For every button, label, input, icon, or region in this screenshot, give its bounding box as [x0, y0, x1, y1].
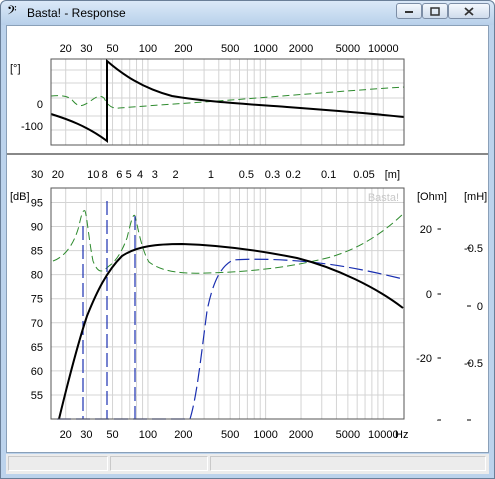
response-freq-tick: 200: [174, 429, 192, 441]
mh-tick: 0: [477, 301, 483, 313]
ohm-tick-labels: 20 0 -20: [416, 188, 441, 421]
response-plot: [m] 30 20 10 8 6 5 4 3 2 1 0.5 0.3 0.2 0.1 0.05 [dB] […: [10, 169, 487, 441]
wavelength-tick: 20: [52, 169, 64, 181]
wavelength-tick: 2: [172, 169, 178, 181]
close-icon: [449, 4, 489, 18]
phase-freq-tick: 50: [106, 43, 118, 55]
wavelength-tick: 5: [126, 169, 132, 181]
response-freq-tick: 100: [139, 429, 157, 441]
secondary-blue-curve: [57, 201, 404, 420]
response-grid: [51, 188, 404, 419]
window-title: Basta! - Response: [27, 6, 126, 20]
db-unit-label: [dB]: [10, 191, 30, 203]
status-pane-3: [210, 456, 486, 471]
db-tick: 85: [31, 246, 43, 258]
phase-freq-tick: 10000: [368, 43, 399, 55]
ohm-tick: 20: [420, 224, 432, 236]
phase-freq-tick: 2000: [289, 43, 313, 55]
chart-area: [°] 20 30 50 100 200 500 1000 2000 5000 10000 0 -…: [6, 25, 489, 453]
phase-grid: [51, 59, 404, 146]
phase-freq-tick: 500: [221, 43, 239, 55]
ohm-tick: -20: [416, 353, 432, 365]
spl-curve: [58, 242, 404, 420]
mh-unit-label: [mH]: [464, 191, 487, 203]
status-pane-1: [8, 456, 108, 471]
db-tick: 55: [31, 390, 43, 402]
minimize-icon: [397, 4, 421, 18]
wavelength-tick: 3: [152, 169, 158, 181]
db-tick-labels: 95 90 85 80 75 70 65 60 55: [31, 197, 43, 402]
maximize-icon: [423, 4, 447, 18]
ohm-tick: 0: [426, 289, 432, 301]
watermark: Basta!: [368, 192, 399, 204]
mh-tick: -0.5: [464, 358, 483, 370]
wavelength-tick: 6: [116, 169, 122, 181]
wavelength-tick: 0.5: [239, 169, 254, 181]
status-bar: [6, 454, 489, 474]
impedance-curve: [52, 210, 404, 274]
response-freq-tick: 1000: [253, 429, 277, 441]
wavelength-tick-labels: 30 20 10 8 6 5 4 3 2 1 0.5 0.3 0.2 0.1 0.05: [31, 169, 375, 181]
phase-freq-tick: 20: [60, 43, 72, 55]
db-tick: 65: [31, 342, 43, 354]
phase-freq-tick: 30: [80, 43, 92, 55]
db-tick: 95: [31, 197, 43, 209]
phase-spl-curve: [50, 58, 405, 143]
response-freq-tick: 20: [60, 429, 72, 441]
phase-freq-tick: 5000: [336, 43, 360, 55]
phase-freq-tick-labels: 20 30 50 100 200 500 1000 2000 5000 10000: [60, 43, 399, 55]
response-freq-tick: 10000: [368, 429, 399, 441]
wavelength-tick: 4: [137, 169, 143, 181]
freq-unit-label: Hz: [395, 429, 408, 441]
db-tick: 90: [31, 222, 43, 234]
mh-tick-labels: -0.5 0 -0.5: [464, 243, 483, 421]
phase-freq-tick: 200: [174, 43, 192, 55]
db-tick: 70: [31, 318, 43, 330]
wavelength-tick: 0.1: [321, 169, 336, 181]
phase-unit-label: [°]: [10, 63, 21, 75]
wavelength-unit: [m]: [385, 169, 400, 181]
phase-impedance-curve: [50, 86, 405, 109]
db-tick: 60: [31, 366, 43, 378]
maximize-button[interactable]: [422, 3, 448, 19]
wavelength-tick: 10: [87, 169, 99, 181]
phase-freq-tick: 100: [139, 43, 157, 55]
phase-ytick-0: 0: [37, 99, 43, 111]
wavelength-tick: 8: [102, 169, 108, 181]
minimize-button[interactable]: [396, 3, 422, 19]
phase-plot: [°] 20 30 50 100 200 500 1000 2000 5000 10000 0 -…: [7, 26, 488, 156]
wavelength-tick: 0.2: [286, 169, 301, 181]
response-freq-tick: 500: [221, 429, 239, 441]
ohm-unit-label: [Ohm]: [417, 191, 447, 203]
response-freq-tick-labels: 20 30 50 100 200 500 1000 2000 5000 10000: [60, 429, 399, 441]
phase-freq-tick: 1000: [253, 43, 277, 55]
response-freq-tick: 50: [106, 429, 118, 441]
wavelength-tick: 0.3: [265, 169, 280, 181]
close-button[interactable]: [448, 3, 490, 19]
wavelength-tick: 1: [208, 169, 214, 181]
bass-clef-icon[interactable]: 𝄢: [7, 3, 17, 21]
response-freq-tick: 30: [80, 429, 92, 441]
status-pane-2: [110, 456, 208, 471]
wavelength-tick: 30: [31, 169, 43, 181]
response-freq-tick: 2000: [289, 429, 313, 441]
wavelength-tick: 0.05: [353, 169, 374, 181]
response-freq-tick: 5000: [336, 429, 360, 441]
phase-ytick-minus100: -100: [21, 121, 43, 133]
db-tick: 80: [31, 270, 43, 282]
mh-tick: -0.5: [464, 243, 483, 255]
title-bar[interactable]: 𝄢 Basta! - Response: [1, 1, 494, 25]
db-tick: 75: [31, 294, 43, 306]
